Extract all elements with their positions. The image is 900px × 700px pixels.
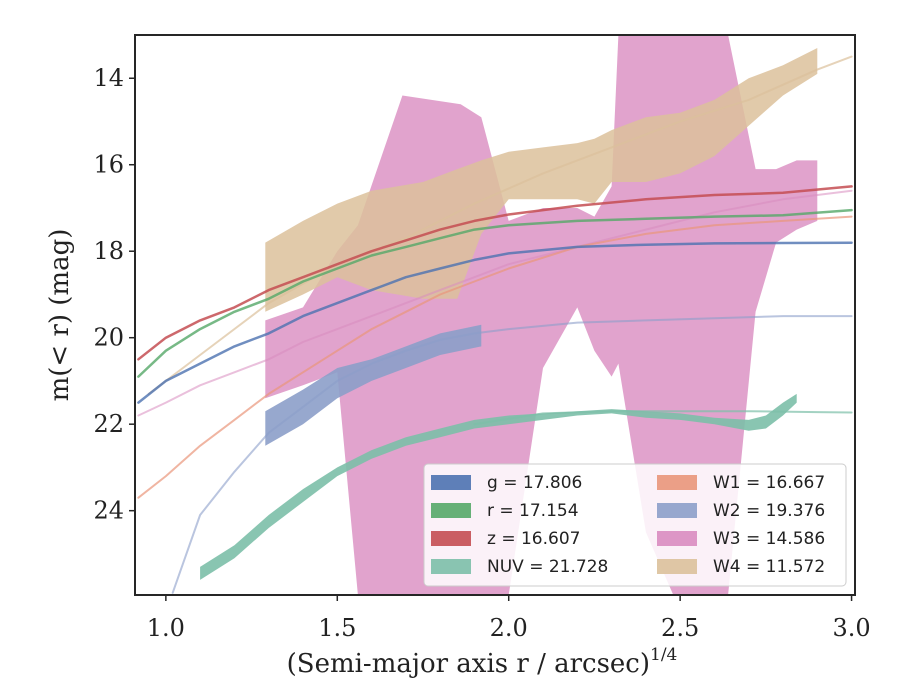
band-w2: [265, 324, 482, 446]
legend-label-g: g = 17.806: [487, 473, 582, 493]
x-axis-label: (Semi-major axis r / arcsec)1/4: [287, 645, 678, 679]
legend-label-w2: W2 = 19.376: [713, 501, 825, 521]
y-axis: 14 16 18 20 22 24: [93, 64, 135, 525]
y-tick-label: 16: [93, 151, 124, 179]
y-tick-label: 14: [93, 64, 124, 92]
legend-label-w1: W1 = 16.667: [713, 473, 825, 493]
plot-frame: [134, 34, 856, 596]
band-w4: [265, 48, 818, 312]
legend-swatch-r: [431, 503, 471, 518]
legend: g = 17.806 W1 = 16.667 r = 17.154 W2 = 19.3…: [423, 463, 847, 587]
band-w3: [265, 35, 818, 595]
series-line-nuv-curve: [473, 410, 853, 426]
series-line-w2-curve: [171, 315, 853, 594]
series-line-w4-curve: [147, 55, 853, 395]
legend-swatch-w2: [657, 503, 697, 518]
plot-area: [137, 35, 853, 595]
legend-swatch-w4: [657, 559, 697, 574]
y-tick-label: 22: [93, 410, 124, 438]
legend-label-nuv: NUV = 21.728: [487, 557, 608, 577]
x-axis-label-exponent: 1/4: [650, 645, 677, 665]
legend-label-w4: W4 = 11.572: [713, 557, 825, 577]
series-line-z: [137, 185, 853, 361]
legend-label-r: r = 17.154: [487, 501, 579, 521]
legend-swatch-w3: [657, 531, 697, 546]
y-axis-label: m(< r) (mag): [45, 229, 75, 402]
legend-swatch-w1: [657, 475, 697, 490]
legend-swatch-nuv: [431, 559, 471, 574]
series-line-r: [137, 208, 853, 378]
legend-label-w3: W3 = 14.586: [713, 529, 825, 549]
series-line-g: [137, 241, 853, 404]
x-tick-label: 2.5: [661, 614, 699, 642]
legend-swatch-z: [431, 531, 471, 546]
y-tick-label: 20: [93, 324, 124, 352]
x-tick-label: 2.0: [490, 614, 528, 642]
y-tick-label: 18: [93, 237, 124, 265]
x-tick-label: 1.5: [318, 614, 356, 642]
y-tick-label: 24: [93, 497, 124, 525]
band-nuv: [200, 393, 797, 580]
x-axis: 1.0 1.5 2.0 2.5 3.0: [147, 595, 871, 642]
series-line-w3-curve: [137, 189, 853, 417]
legend-box: [423, 463, 847, 587]
legend-label-z: z = 16.607: [487, 529, 580, 549]
x-tick-label: 3.0: [832, 614, 870, 642]
x-tick-label: 1.0: [147, 614, 185, 642]
series-line-w1-curve: [137, 215, 853, 499]
legend-swatch-g: [431, 475, 471, 490]
